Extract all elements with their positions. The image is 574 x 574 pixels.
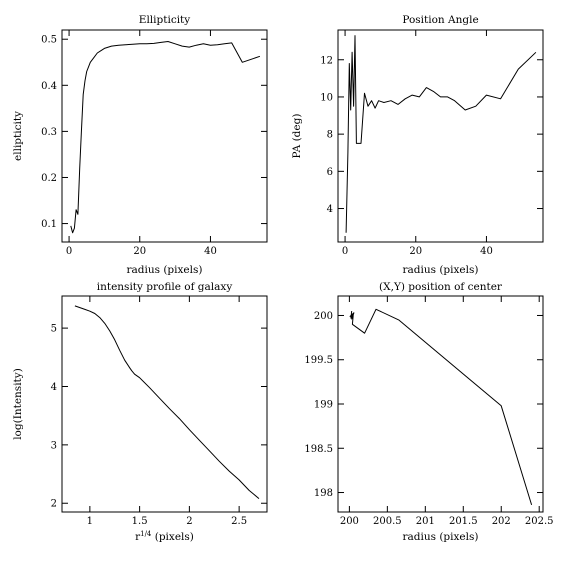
y-tick-label: 200	[314, 311, 333, 322]
panel-position-angle: Position Angle radius (pixels) PA (deg) …	[291, 14, 544, 276]
y-tick-label: 0.5	[41, 35, 57, 46]
y-tick-label: 0.2	[41, 173, 57, 184]
plot-frame	[61, 29, 268, 243]
y-tick-label: 199	[314, 400, 333, 411]
x-tick-label: 0	[66, 246, 72, 257]
y-tick-label: 8	[327, 130, 333, 141]
y-tick-label: 4	[327, 204, 333, 215]
y-tick-label: 4	[51, 382, 57, 393]
x-axis-label: radius (pixels)	[402, 531, 478, 543]
x-tick-label: 40	[204, 246, 217, 257]
y-tick-label: 199.5	[304, 355, 333, 366]
x-tick-label: 20	[409, 246, 422, 257]
chart-title: intensity profile of galaxy	[97, 281, 233, 293]
x-tick-label: 2	[186, 516, 192, 527]
chart-title: Ellipticity	[139, 14, 190, 26]
y-axis-label: PA (deg)	[291, 114, 303, 159]
x-tick-label: 1	[87, 516, 93, 527]
y-tick-label: 0.1	[41, 219, 57, 230]
y-tick-label: 12	[320, 55, 333, 66]
y-axis-label: ellipticity	[12, 111, 24, 161]
axis-ticks: 1 1.5 2 2.5 2 3 4 5	[51, 296, 267, 527]
y-tick-label: 198.5	[304, 444, 333, 455]
panel-center-position: (X,Y) position of center radius (pixels)…	[304, 281, 553, 543]
plot-frame	[61, 295, 268, 513]
x-axis-label: radius (pixels)	[402, 264, 478, 276]
axis-ticks: 200 200.5 201 201.5 202 202.5 198 198.5 199 199.5…	[304, 296, 554, 527]
x-tick-label: 201.5	[449, 516, 478, 527]
x-axis-label: r1/4 (pixels)	[135, 530, 194, 543]
series-line	[74, 305, 260, 499]
plot-frame	[337, 295, 544, 513]
chart-title: Position Angle	[402, 14, 478, 26]
y-tick-label: 10	[320, 92, 333, 103]
y-tick-label: 6	[327, 167, 333, 178]
x-tick-label: 40	[480, 246, 493, 257]
series-line	[70, 41, 261, 234]
chart-title: (X,Y) position of center	[379, 281, 503, 293]
y-tick-label: 0.3	[41, 127, 57, 138]
x-tick-label: 200	[340, 516, 359, 527]
panel-intensity-profile: intensity profile of galaxy r1/4 (pixels…	[12, 281, 268, 543]
x-tick-label: 201	[416, 516, 435, 527]
y-tick-label: 3	[51, 440, 57, 451]
x-tick-label: 0	[342, 246, 348, 257]
x-tick-label: 202.5	[525, 516, 554, 527]
x-tick-label: 202	[492, 516, 511, 527]
y-axis-label: log(Intensity)	[12, 368, 24, 440]
plot-frame	[337, 29, 544, 243]
x-tick-label: 20	[133, 246, 146, 257]
axis-ticks: 0 20 40 4 6 8 10 12	[320, 30, 543, 257]
x-tick-label: 2.5	[231, 516, 247, 527]
x-tick-label: 200.5	[373, 516, 402, 527]
panel-ellipticity: Ellipticity radius (pixels) ellipticity …	[12, 14, 268, 276]
y-tick-label: 5	[51, 324, 57, 335]
series-line	[349, 308, 533, 506]
x-tick-label: 1.5	[132, 516, 148, 527]
series-line	[345, 35, 537, 233]
y-tick-label: 198	[314, 488, 333, 499]
axis-ticks: 0 20 40 0.1 0.2 0.3 0.4 0.5	[41, 30, 267, 257]
x-axis-label: radius (pixels)	[126, 264, 202, 276]
y-tick-label: 2	[51, 499, 57, 510]
y-tick-label: 0.4	[41, 81, 57, 92]
